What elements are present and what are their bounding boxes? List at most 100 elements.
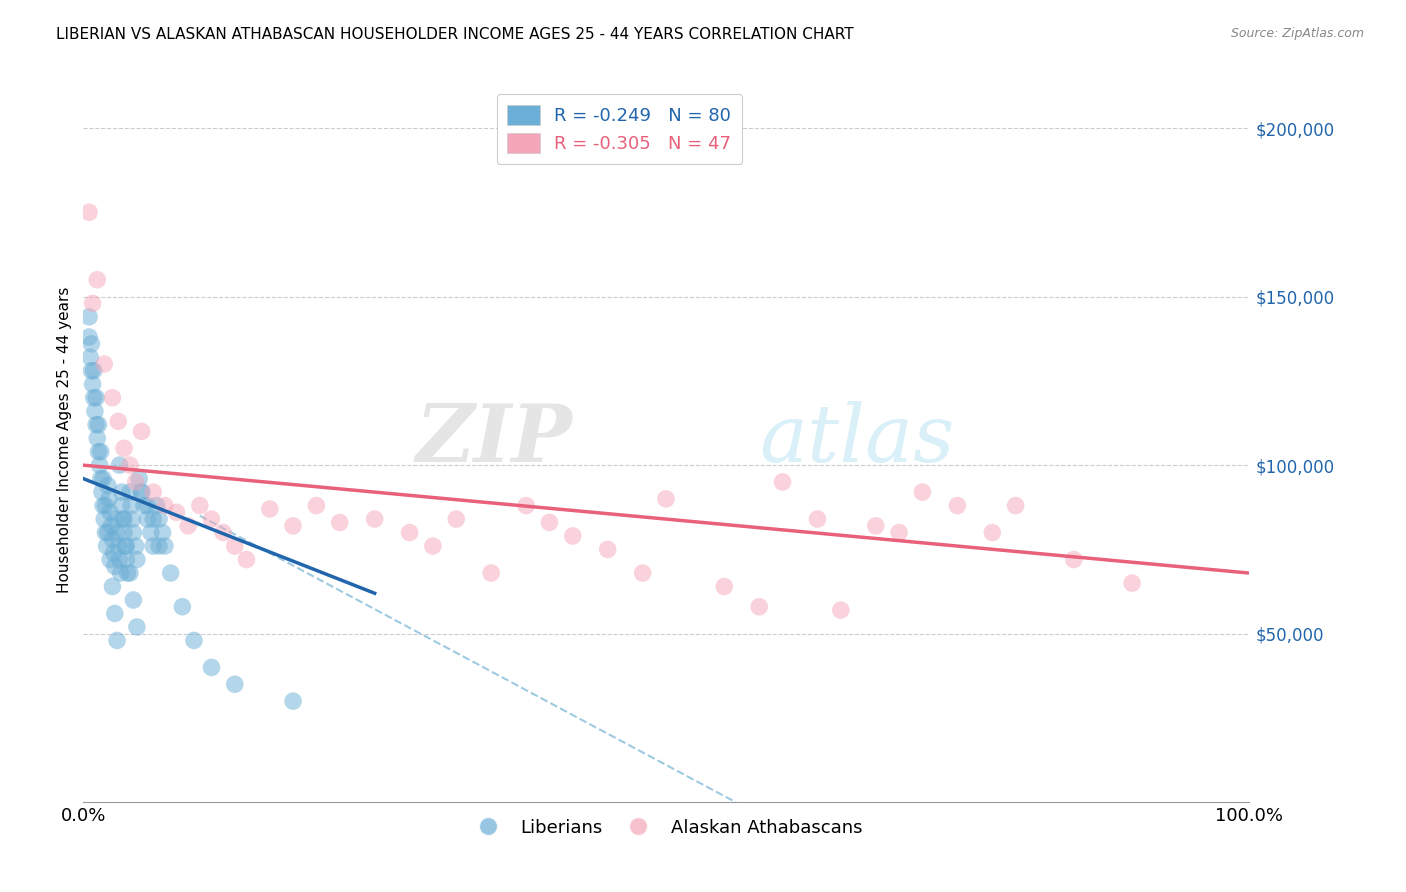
Point [259, 502, 281, 516]
Point [148, 512, 170, 526]
Point [84, 417, 107, 432]
Point [87, 417, 110, 432]
Point [561, 529, 583, 543]
Point [422, 539, 444, 553]
Point [329, 516, 352, 530]
Point [87, 444, 110, 458]
Point [125, 539, 148, 553]
Point [713, 580, 735, 594]
Point [121, 512, 143, 526]
Point [79, 351, 101, 365]
Point [77, 205, 100, 219]
Point [108, 458, 131, 472]
Point [112, 442, 135, 456]
Point [118, 458, 141, 472]
Point [101, 533, 124, 547]
Point [104, 512, 127, 526]
Point [77, 330, 100, 344]
Point [152, 525, 174, 540]
Point [120, 499, 142, 513]
Point [125, 552, 148, 566]
Point [115, 552, 138, 566]
Point [86, 431, 108, 445]
Text: LIBERIAN VS ALASKAN ATHABASCAN HOUSEHOLDER INCOME AGES 25 - 44 YEARS CORRELATION: LIBERIAN VS ALASKAN ATHABASCAN HOUSEHOLD… [56, 27, 853, 42]
Point [104, 607, 127, 621]
Point [212, 525, 235, 540]
Point [139, 525, 162, 540]
Point [911, 485, 934, 500]
Point [77, 310, 100, 324]
Point [90, 472, 112, 486]
Point [97, 525, 120, 540]
Point [136, 512, 159, 526]
Point [80, 336, 103, 351]
Point [479, 566, 502, 580]
Point [96, 539, 118, 553]
Point [887, 525, 910, 540]
Point [94, 525, 117, 540]
Point [865, 518, 887, 533]
Point [142, 485, 165, 500]
Point [224, 539, 246, 553]
Point [86, 273, 108, 287]
Point [97, 478, 120, 492]
Point [111, 499, 134, 513]
Text: atlas: atlas [759, 401, 955, 479]
Point [946, 499, 969, 513]
Point [538, 516, 561, 530]
Point [110, 566, 132, 580]
Point [200, 660, 222, 674]
Point [83, 364, 105, 378]
Point [94, 499, 117, 513]
Point [93, 357, 115, 371]
Point [90, 444, 112, 458]
Point [122, 593, 145, 607]
Point [128, 472, 150, 486]
Point [125, 475, 148, 489]
Point [772, 475, 794, 489]
Text: ZIP: ZIP [416, 401, 572, 479]
Point [112, 525, 135, 540]
Point [107, 539, 129, 553]
Point [82, 377, 104, 392]
Point [188, 499, 211, 513]
Point [105, 633, 128, 648]
Point [136, 499, 159, 513]
Point [80, 364, 103, 378]
Text: Source: ZipAtlas.com: Source: ZipAtlas.com [1230, 27, 1364, 40]
Point [1004, 499, 1026, 513]
Point [122, 525, 145, 540]
Point [82, 296, 104, 310]
Point [183, 633, 205, 648]
Point [806, 512, 828, 526]
Point [148, 539, 170, 553]
Point [131, 485, 153, 500]
Point [101, 580, 124, 594]
Legend: Liberians, Alaskan Athabascans: Liberians, Alaskan Athabascans [463, 812, 870, 844]
Point [83, 391, 105, 405]
Point [112, 512, 135, 526]
Point [84, 391, 107, 405]
Point [115, 539, 138, 553]
Point [111, 485, 134, 500]
Point [235, 552, 257, 566]
Point [655, 491, 678, 506]
Point [104, 559, 127, 574]
Point [91, 472, 114, 486]
Point [111, 512, 134, 526]
Point [84, 404, 107, 418]
Point [830, 603, 852, 617]
Point [131, 485, 153, 500]
Point [981, 525, 1004, 540]
Y-axis label: Householder Income Ages 25 - 44 years: Householder Income Ages 25 - 44 years [58, 286, 72, 593]
Point [118, 566, 141, 580]
Point [281, 518, 304, 533]
Point [363, 512, 385, 526]
Point [166, 505, 188, 519]
Point [117, 566, 139, 580]
Point [97, 491, 120, 506]
Point [131, 425, 153, 439]
Point [1063, 552, 1085, 566]
Point [515, 499, 537, 513]
Point [132, 499, 155, 513]
